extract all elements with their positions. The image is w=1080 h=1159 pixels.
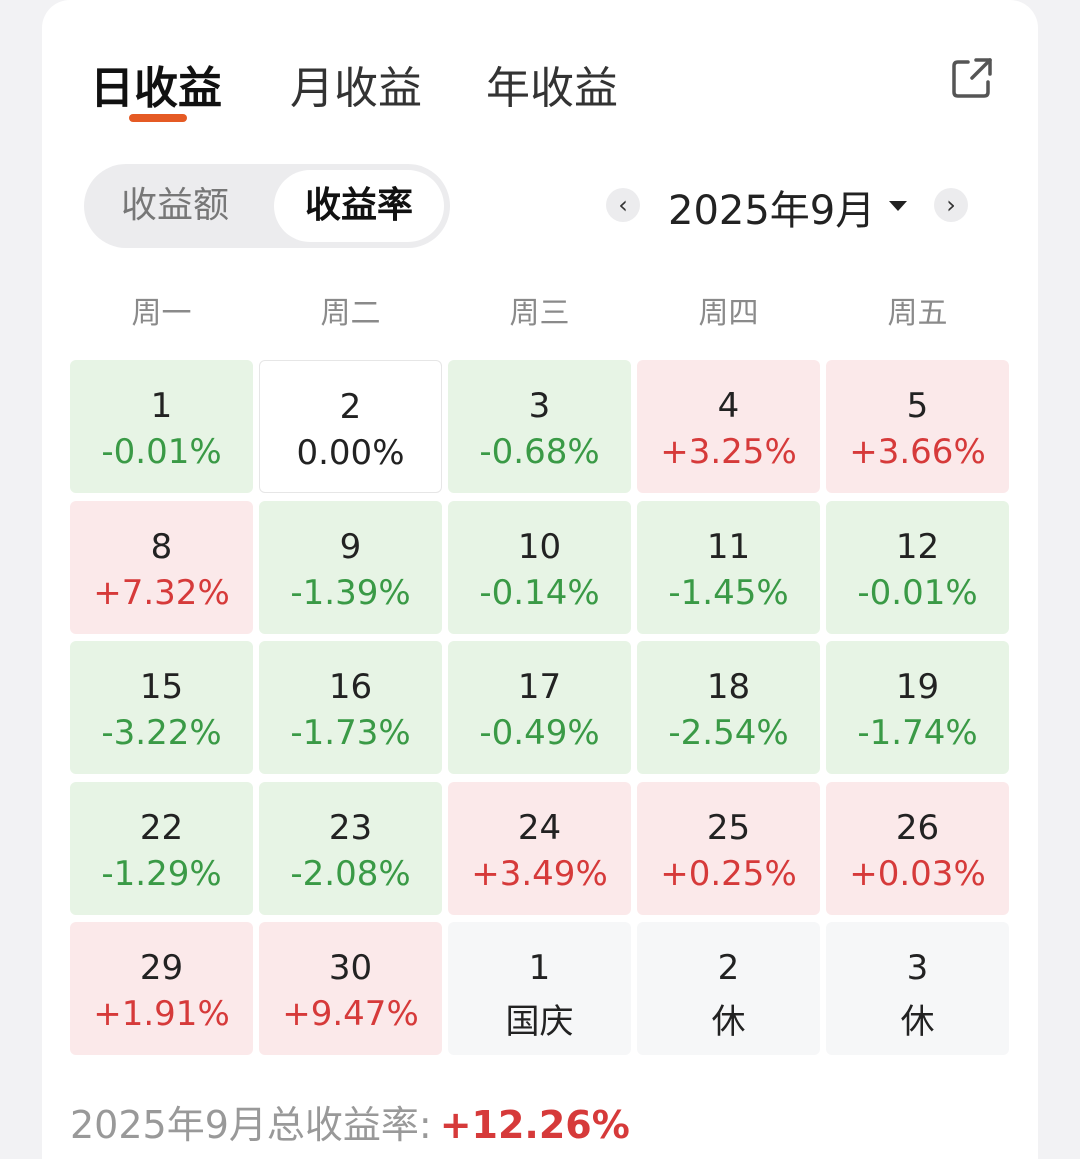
day-return: 国庆 xyxy=(505,1002,574,1042)
day-number: 9 xyxy=(339,526,362,567)
day-return: -1.45% xyxy=(668,572,789,613)
day-number: 30 xyxy=(328,948,373,988)
day-number: 2 xyxy=(339,387,362,427)
day-number: 23 xyxy=(328,807,373,848)
day-return: +1.91% xyxy=(93,994,230,1034)
day-return: +3.49% xyxy=(471,853,608,894)
calendar-day-cell[interactable]: 24 +3.49% xyxy=(448,781,631,915)
day-number: 1 xyxy=(150,386,173,426)
day-number: 11 xyxy=(706,526,751,567)
metric-toggle: 收益额 收益率 xyxy=(84,164,450,248)
toggle-amount[interactable]: 收益额 xyxy=(120,185,229,226)
calendar-day-cell[interactable]: 1 国庆 xyxy=(448,922,631,1055)
calendar-day-cell[interactable]: 10 -0.14% xyxy=(448,500,631,634)
calendar-day-cell[interactable]: 4 +3.25% xyxy=(637,360,820,493)
active-tab-indicator xyxy=(129,114,187,122)
day-return: 休 xyxy=(900,1002,935,1042)
calendar-day-cell[interactable]: 16 -1.73% xyxy=(259,641,442,774)
calendar-day-cell[interactable]: 12 -0.01% xyxy=(826,500,1009,634)
calendar-day-cell[interactable]: 3 -0.68% xyxy=(448,360,631,493)
calendar-day-cell[interactable]: 18 -2.54% xyxy=(637,641,820,774)
day-return: -0.14% xyxy=(479,572,600,613)
day-number: 29 xyxy=(139,948,184,988)
day-number: 19 xyxy=(895,667,940,707)
day-return: -1.74% xyxy=(857,713,978,753)
calendar-day-cell[interactable]: 5 +3.66% xyxy=(826,360,1009,493)
calendar-day-cell[interactable]: 30 +9.47% xyxy=(259,922,442,1055)
total-value: +12.26% xyxy=(439,1103,630,1147)
day-number: 18 xyxy=(706,667,751,707)
calendar-day-cell[interactable]: 17 -0.49% xyxy=(448,641,631,774)
weekday-label: 周二 xyxy=(320,296,381,331)
day-return: -1.29% xyxy=(101,853,222,894)
day-return: +7.32% xyxy=(93,572,230,613)
share-icon[interactable] xyxy=(948,54,996,102)
calendar-day-cell[interactable]: 9 -1.39% xyxy=(259,500,442,634)
weekday-header: 周一 周二 周三 周四 周五 xyxy=(70,288,1010,338)
day-number: 15 xyxy=(139,667,184,707)
day-return: -3.22% xyxy=(101,713,222,753)
calendar-day-cell[interactable]: 8 +7.32% xyxy=(70,500,253,634)
day-number: 2 xyxy=(717,948,740,988)
day-number: 22 xyxy=(139,807,184,848)
day-return: -0.01% xyxy=(857,572,978,613)
monthly-total: 2025年9月总收益率: +12.26% xyxy=(70,1094,630,1149)
day-return: +9.47% xyxy=(282,994,419,1034)
calendar-day-cell[interactable]: 26 +0.03% xyxy=(826,781,1009,915)
weekday-label: 周一 xyxy=(131,296,192,331)
period-tabs: 日收益 月收益 年收益 xyxy=(90,52,990,132)
day-number: 3 xyxy=(906,948,929,988)
earnings-card: 日收益 月收益 年收益 收益额 收益率 ‹ 2025年9月 › 周一 周二 周三… xyxy=(42,0,1038,1159)
day-number: 10 xyxy=(517,526,562,567)
calendar-day-cell[interactable]: 29 +1.91% xyxy=(70,922,253,1055)
day-return: +3.25% xyxy=(660,432,797,472)
caret-down-icon[interactable] xyxy=(889,201,907,211)
day-return: -0.68% xyxy=(479,432,600,472)
total-label: 2025年9月总收益率: xyxy=(70,1103,432,1147)
calendar-day-cell[interactable]: 2 0.00% xyxy=(259,360,442,493)
day-return: 0.00% xyxy=(296,433,405,473)
day-number: 24 xyxy=(517,807,562,848)
day-return: +0.03% xyxy=(849,853,986,894)
month-selector[interactable]: 2025年9月 xyxy=(668,188,876,234)
calendar-day-cell[interactable]: 25 +0.25% xyxy=(637,781,820,915)
day-number: 4 xyxy=(717,386,740,426)
calendar-day-cell[interactable]: 19 -1.74% xyxy=(826,641,1009,774)
day-number: 26 xyxy=(895,807,940,848)
chevron-right-icon[interactable]: › xyxy=(934,188,968,222)
weekday-label: 周五 xyxy=(887,296,948,331)
day-number: 3 xyxy=(528,386,551,426)
day-return: -1.39% xyxy=(290,572,411,613)
day-return: +0.25% xyxy=(660,853,797,894)
chevron-left-icon[interactable]: ‹ xyxy=(606,188,640,222)
calendar-day-cell[interactable]: 23 -2.08% xyxy=(259,781,442,915)
calendar-grid: 1 -0.01% 2 0.00% 3 -0.68% 4 +3.25% 5 +3.66% 8 +7.32… xyxy=(70,360,1010,1060)
day-return: -2.54% xyxy=(668,713,789,753)
day-return: -0.01% xyxy=(101,432,222,472)
calendar-day-cell[interactable]: 15 -3.22% xyxy=(70,641,253,774)
calendar-day-cell[interactable]: 1 -0.01% xyxy=(70,360,253,493)
tab-daily[interactable]: 日收益 xyxy=(90,63,222,114)
day-number: 16 xyxy=(328,667,373,707)
day-return: -0.49% xyxy=(479,713,600,753)
day-number: 17 xyxy=(517,667,562,707)
day-number: 25 xyxy=(706,807,751,848)
tab-monthly[interactable]: 月收益 xyxy=(290,63,422,114)
toggle-rate[interactable]: 收益率 xyxy=(274,170,444,242)
weekday-label: 周四 xyxy=(698,296,759,331)
tab-yearly[interactable]: 年收益 xyxy=(486,63,618,114)
day-return: +3.66% xyxy=(849,432,986,472)
day-number: 8 xyxy=(150,526,173,567)
day-return: -2.08% xyxy=(290,853,411,894)
calendar-day-cell[interactable]: 22 -1.29% xyxy=(70,781,253,915)
calendar-day-cell[interactable]: 11 -1.45% xyxy=(637,500,820,634)
weekday-label: 周三 xyxy=(509,296,570,331)
day-return: -1.73% xyxy=(290,713,411,753)
day-number: 12 xyxy=(895,526,940,567)
day-number: 1 xyxy=(528,948,551,988)
day-number: 5 xyxy=(906,386,929,426)
day-return: 休 xyxy=(711,1002,746,1042)
